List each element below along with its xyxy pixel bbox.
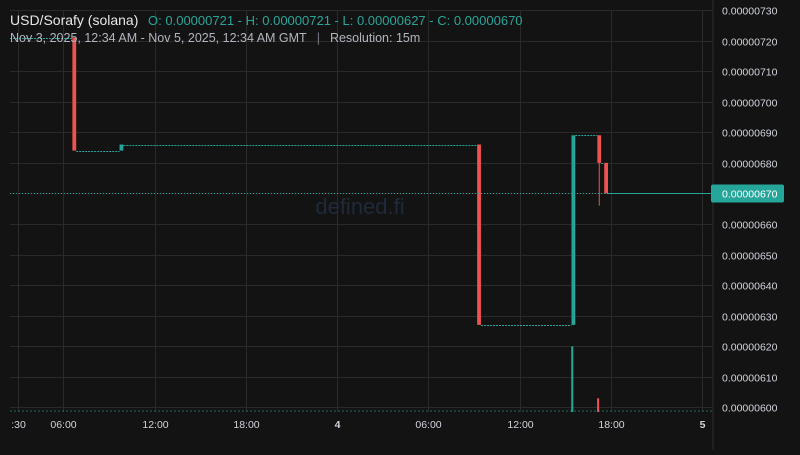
x-tick-label: 4 [335, 419, 341, 431]
last-price-tag: 0.00000670 [711, 184, 784, 203]
close-value: 0.00000670 [453, 13, 523, 28]
last-price-tag-label: 0.00000670 [722, 189, 778, 201]
high-label: H: [245, 13, 259, 28]
x-tick-label: 5 [700, 419, 706, 431]
volume-bar [597, 398, 600, 412]
separator: | [316, 31, 320, 45]
x-tick-label: 12:00 [507, 419, 533, 431]
y-tick-label: 0.00000630 [722, 312, 778, 324]
date-range: Nov 3, 2025, 12:34 AM - Nov 5, 2025, 12:… [10, 31, 307, 45]
open-value: 0.00000721 [165, 13, 235, 28]
open-label: O: [148, 13, 162, 28]
chart-header: USD/Sorafy (solana) O: 0.00000721 - H: 0… [10, 10, 710, 31]
low-value: 0.00000627 [356, 13, 426, 28]
y-tick-label: 0.00000700 [722, 98, 778, 110]
ohlc-values: O: 0.00000721 - H: 0.00000721 - L: 0.000… [148, 13, 523, 28]
y-tick-label: 0.00000730 [722, 6, 778, 18]
candle-body [604, 162, 609, 194]
x-axis[interactable]: :30 06:00 12:00 18:00 4 06:00 12:00 18:00 5 [11, 419, 705, 431]
resolution-label: Resolution: 15m [329, 31, 421, 45]
x-tick-label: :30 [11, 419, 26, 431]
candle-body [477, 144, 481, 325]
last-price-tag-bg [711, 184, 784, 203]
x-tick-label: 06:00 [415, 419, 441, 431]
y-axis[interactable]: 0.00000600 0.00000610 0.00000620 0.00000630… [712, 0, 778, 450]
candles [10, 37, 713, 326]
y-tick-label: 0.00000610 [722, 373, 778, 385]
y-tick-label: 0.00000620 [722, 342, 778, 354]
y-tick-label: 0.00000720 [722, 37, 778, 49]
y-tick-label: 0.00000690 [722, 128, 778, 140]
x-tick-label: 06:00 [50, 419, 76, 431]
high-value: 0.00000721 [262, 13, 331, 28]
y-tick-label: 0.00000710 [722, 67, 778, 79]
y-tick-label: 0.00000640 [722, 281, 778, 293]
y-tick-label: 0.00000650 [722, 251, 778, 263]
x-tick-label: 12:00 [142, 419, 168, 431]
grid-lines [10, 10, 713, 412]
volume-bars [10, 346, 713, 412]
low-label: L: [342, 13, 354, 28]
volume-bar [571, 346, 574, 412]
y-tick-label: 0.00000600 [722, 403, 778, 415]
candle-body [597, 135, 602, 163]
candle-body [571, 135, 576, 325]
y-tick-label: 0.00000660 [722, 220, 778, 232]
close-label: C: [437, 13, 451, 28]
x-tick-label: 18:00 [233, 419, 259, 431]
x-tick-label: 18:00 [598, 419, 624, 431]
candle-body [119, 144, 124, 151]
watermark: defined.fi [315, 194, 404, 219]
chart-subheader: Nov 3, 2025, 12:34 AM - Nov 5, 2025, 12:… [10, 31, 420, 45]
candle-body [72, 37, 77, 151]
symbol-title: USD/Sorafy (solana) [10, 12, 139, 28]
y-tick-label: 0.00000680 [722, 159, 778, 171]
